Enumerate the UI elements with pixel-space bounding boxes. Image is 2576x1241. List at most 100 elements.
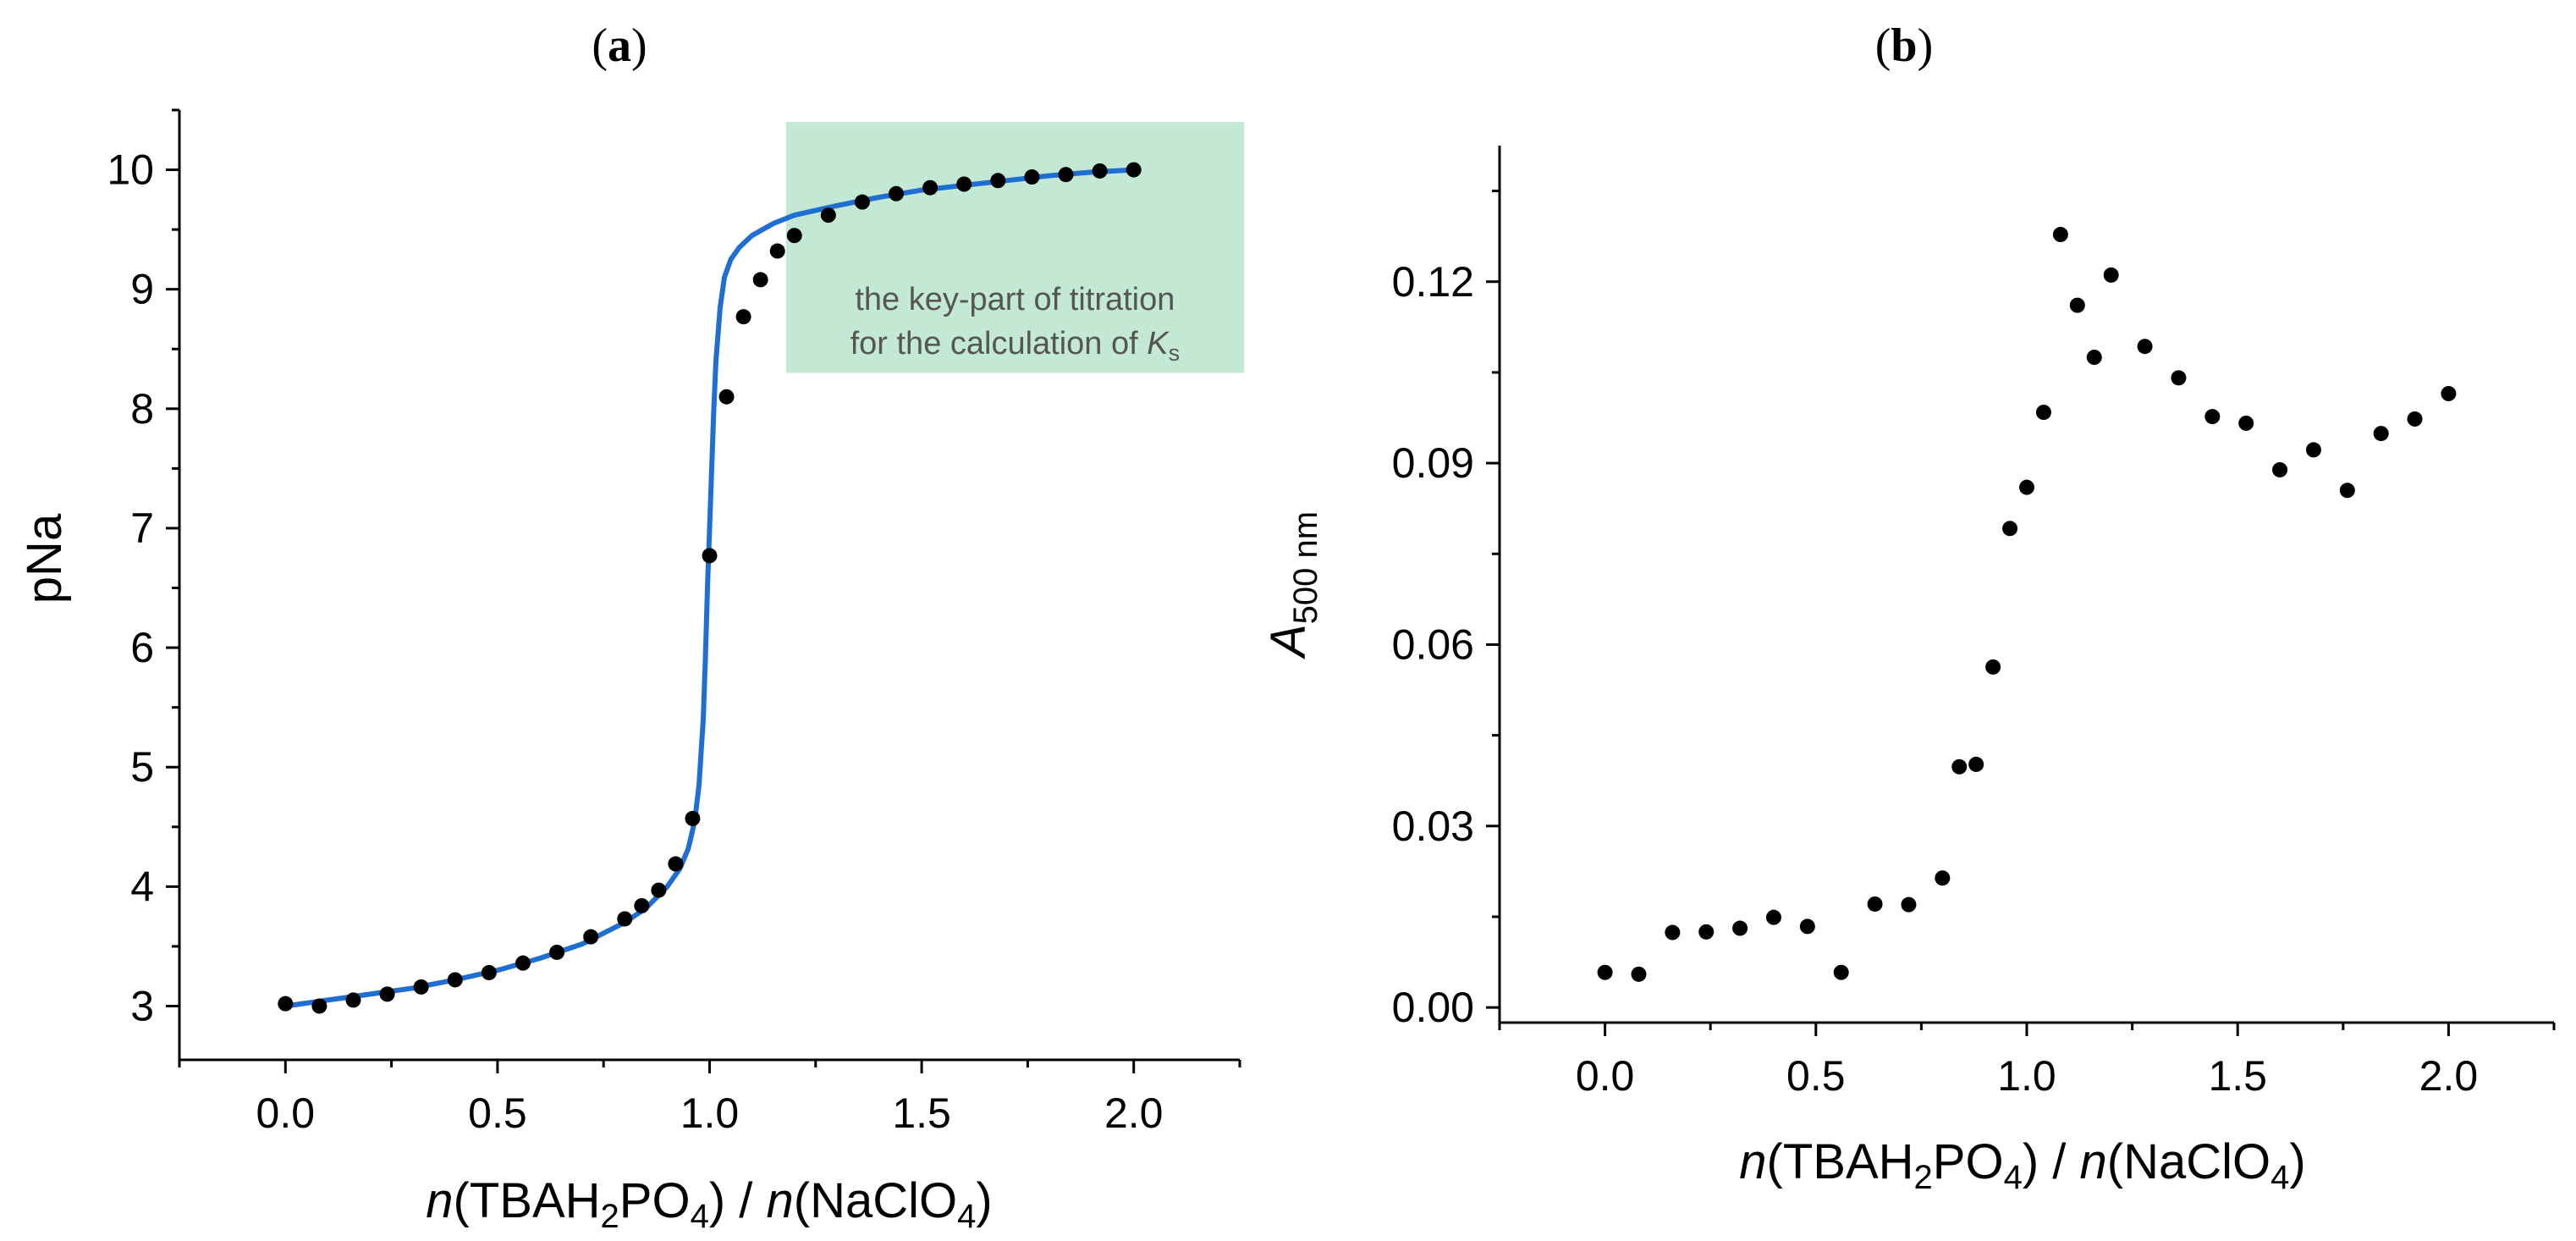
panel-a-y-tick-label: 10: [107, 146, 154, 194]
panel-b-data-point: [1951, 758, 1968, 775]
panel-b-y-tick-label: 0.00: [1392, 984, 1474, 1031]
panel-a-data-point: [854, 194, 870, 210]
panel-a-data-point: [651, 882, 667, 898]
panel-a-data-point: [617, 911, 633, 927]
panel-a-data-point: [549, 944, 565, 960]
panel-a-data-point: [889, 185, 905, 201]
panel-a-y-tick-label: 3: [130, 982, 154, 1029]
panel-b-x-tick-label: 0.5: [1786, 1052, 1846, 1100]
panel-a-data-point: [922, 179, 938, 196]
panel-a-data-point: [634, 897, 650, 913]
panel-a-data-point: [379, 986, 395, 1002]
key-part-annotation: the key-part of titration for the calcula…: [850, 282, 1181, 366]
panel-a: (a) the key-part of titration for the cal…: [17, 19, 1245, 1235]
panel-a-y-axis-title: pNa: [17, 513, 72, 604]
panel-b-x-tick-label: 0.0: [1576, 1052, 1635, 1100]
panel-a-data-point: [583, 929, 599, 945]
panel-a-x-axis-title: n(TBAH2PO4) / n(NaClO4): [426, 1173, 992, 1235]
panel-a-data-point: [668, 856, 684, 872]
panel-b-ticks: 0.0 0.5 1.0 1.5 2.0 0.00 0.03 0.06 0.09 0.12: [1392, 190, 2556, 1100]
panel-b-data-point: [1698, 924, 1715, 940]
panel-a-fit-curve: [284, 167, 1134, 1009]
panel-b-data-point: [2103, 267, 2119, 283]
panel-b-data-point: [1935, 870, 1951, 886]
panel-b-y-tick-label: 0.09: [1392, 439, 1474, 487]
panel-a-x-tick-label: 0.5: [468, 1089, 527, 1137]
annotation-line-1: the key-part of titration: [855, 282, 1175, 317]
panel-b-data-point: [2086, 350, 2102, 366]
panel-b-data-point: [2238, 415, 2254, 431]
panel-a-data-point: [311, 998, 328, 1014]
panel-a-data-point: [718, 389, 735, 405]
panel-b-data-point: [2204, 409, 2221, 425]
panel-a-y-tick-label: 9: [130, 266, 154, 313]
panel-a-data-point: [1058, 167, 1074, 183]
panel-b-data-point: [1665, 924, 1681, 940]
panel-b-y-axis-title: A500 nm: [1261, 511, 1324, 659]
panel-a-y-tick-label: 8: [130, 385, 154, 433]
panel-b-data-point: [2407, 411, 2423, 427]
panel-b-letter: b: [1891, 19, 1917, 72]
panel-a-data-point: [1024, 169, 1040, 185]
panel-a-letter: a: [608, 19, 631, 72]
panel-b-data-point: [1631, 966, 1647, 982]
panel-b-y-tick-label: 0.03: [1392, 803, 1474, 850]
panel-b-data-point: [2069, 297, 2085, 313]
annotation-line-2: for the calculation of Ks: [850, 326, 1181, 366]
key-part-highlight: [785, 122, 1245, 373]
panel-a-data-point: [820, 207, 836, 223]
panel-a-data-point: [1126, 162, 1142, 178]
panel-b-data-point: [2373, 426, 2389, 442]
panel-a-y-tick-label: 6: [130, 624, 154, 671]
panel-b-data-point: [2441, 385, 2457, 401]
panel-a-data-point: [278, 996, 294, 1012]
panel-b-data-point: [1765, 909, 1781, 925]
panel-b-y-tick-label: 0.06: [1392, 620, 1474, 668]
panel-b-points: [1597, 227, 2457, 982]
panel-b-data-point: [2002, 521, 2018, 537]
panel-b-y-tick-label: 0.12: [1392, 258, 1474, 306]
panel-a-y-tick-label: 5: [130, 743, 154, 791]
panel-b-x-tick-label: 1.5: [2208, 1052, 2267, 1100]
panel-a-data-point: [413, 979, 429, 995]
panel-a-x-tick-label: 1.5: [892, 1089, 951, 1137]
panel-b-data-point: [1833, 964, 1849, 980]
panel-a-label: (a): [592, 19, 647, 72]
panel-a-data-point: [515, 955, 531, 971]
panel-b-data-point: [1732, 920, 1748, 936]
panel-b-data-point: [1985, 659, 2001, 675]
panel-a-x-tick-label: 1.0: [680, 1089, 740, 1137]
panel-b-x-tick-label: 1.0: [1997, 1052, 2056, 1100]
panel-b-data-point: [1901, 896, 1917, 913]
panel-b-axes: [1498, 146, 2554, 1024]
panel-a-data-point: [786, 228, 802, 244]
panel-b-data-point: [2019, 479, 2034, 495]
panel-b-data-point: [2171, 370, 2187, 386]
panel-b-data-point: [1799, 918, 1815, 935]
panel-a-data-point: [685, 810, 701, 826]
panel-a-points: [278, 162, 1142, 1014]
panel-a-data-point: [345, 992, 361, 1008]
panel-a-data-point: [1092, 163, 1108, 179]
panel-b-x-tick-label: 2.0: [2419, 1052, 2479, 1100]
panel-b-data-point: [1867, 896, 1883, 912]
panel-a-data-point: [956, 176, 972, 192]
panel-b-data-point: [2137, 339, 2153, 355]
panel-b-data-point: [2052, 227, 2068, 243]
panel-b-label: (b): [1875, 19, 1933, 72]
panel-b-data-point: [1968, 756, 1984, 772]
panel-a-ticks: 0.0 0.5 1.0 1.5 2.0 3 4 5 6 7 8 9 10: [107, 108, 1241, 1137]
panel-a-y-tick-label: 4: [130, 863, 154, 910]
panel-a-data-point: [769, 243, 785, 259]
panel-a-fit-curve-group: [284, 167, 1134, 1009]
panel-b-data-point: [2272, 461, 2288, 477]
panel-a-data-point: [447, 972, 463, 988]
panel-a-x-tick-label: 0.0: [256, 1089, 316, 1137]
panel-b: (b) 0.0 0.5 1.0 1.5 2.00.000.030.060.090.12 …: [1261, 19, 2556, 1196]
panel-a-data-point: [990, 173, 1006, 189]
panel-b-data-point: [2035, 405, 2051, 421]
panel-a-data-point: [481, 964, 497, 980]
panel-a-x-tick-label: 2.0: [1104, 1089, 1164, 1137]
panel-b-data-point: [2305, 442, 2321, 458]
